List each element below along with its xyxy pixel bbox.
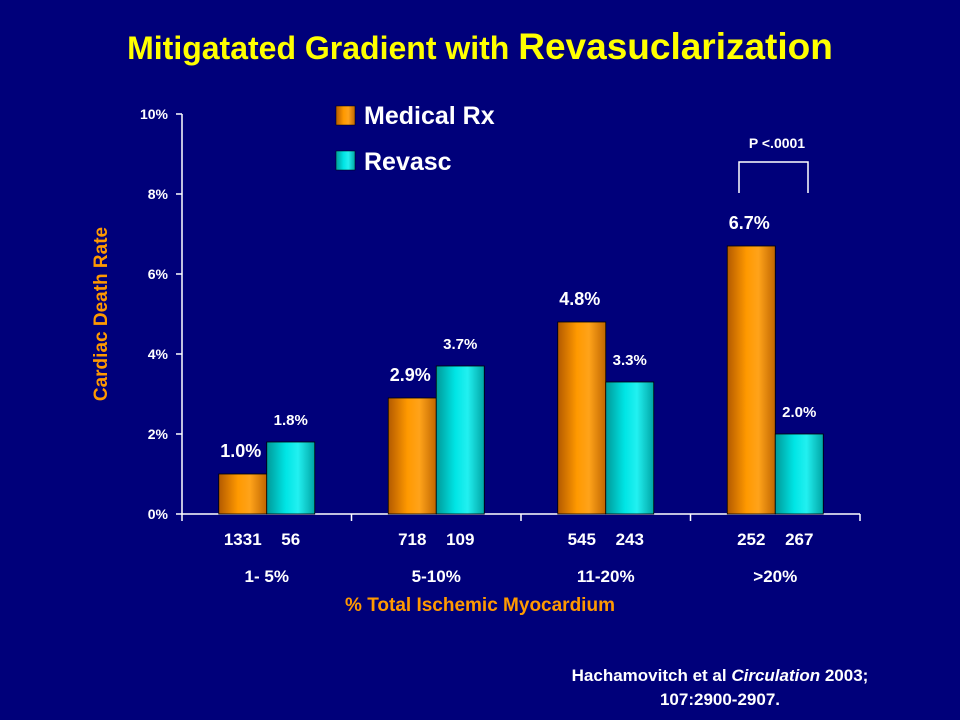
y-tick-label: 6% — [148, 266, 169, 282]
legend-swatch-medical-rx — [335, 105, 356, 126]
patient-count-revasc: 267 — [785, 530, 813, 549]
patient-count-medical-rx: 545 — [568, 530, 596, 549]
p-value-bracket — [738, 161, 809, 193]
title-part-1: Mitigatated Gradient with — [127, 30, 519, 66]
title-part-2: Revasuclarization — [518, 26, 833, 67]
x-axis-label: % Total Ischemic Myocardium — [345, 595, 615, 616]
bar-medical-rx — [387, 397, 437, 515]
bar-revasc — [774, 433, 824, 515]
bar-revasc — [266, 441, 316, 515]
y-tick-label: 4% — [148, 346, 169, 362]
patient-count-medical-rx: 252 — [737, 530, 765, 549]
patient-count-medical-rx: 1331 — [224, 530, 262, 549]
x-category-label: 5-10% — [412, 567, 461, 586]
p-value-text: P <.0001 — [749, 135, 805, 151]
patient-count-medical-rx: 718 — [398, 530, 426, 549]
y-tick-label: 0% — [148, 506, 169, 522]
citation-line-1: Hachamovitch et al Circulation 2003; — [500, 664, 940, 688]
data-label-medical-rx: 2.9% — [390, 365, 431, 385]
citation-journal: Circulation — [731, 666, 821, 685]
axes: 0% 2% 4% 6% 8% 10% — [140, 106, 861, 522]
data-label-medical-rx: 6.7% — [729, 213, 770, 233]
y-tick-label: 2% — [148, 426, 169, 442]
bars — [218, 245, 824, 515]
x-category-label: >20% — [753, 567, 797, 586]
bar-medical-rx — [218, 473, 268, 515]
legend: Medical Rx Revasc — [335, 102, 495, 176]
data-label-revasc: 3.7% — [443, 336, 477, 353]
citation-authors: Hachamovitch et al — [571, 666, 732, 685]
bar-medical-rx — [726, 245, 776, 515]
data-label-revasc: 1.8% — [274, 412, 308, 429]
data-label-revasc: 3.3% — [613, 352, 647, 369]
patient-count-revasc: 109 — [446, 530, 474, 549]
bar-revasc — [605, 381, 655, 515]
data-label-medical-rx: 1.0% — [220, 441, 261, 461]
slide-title: Mitigatated Gradient with Revasuclarizat… — [0, 26, 960, 68]
bar-revasc — [435, 365, 485, 515]
legend-swatch-revasc — [335, 150, 356, 171]
data-label-revasc: 2.0% — [782, 404, 816, 421]
x-category-label: 1- 5% — [245, 567, 289, 586]
legend-label-medical-rx: Medical Rx — [364, 102, 495, 130]
patient-count-revasc: 243 — [616, 530, 644, 549]
p-value-annotation: P <.0001 — [738, 135, 809, 193]
citation-year: 2003; — [820, 666, 869, 685]
y-axis-label: Cardiac Death Rate — [91, 227, 112, 401]
y-tick-label: 10% — [140, 106, 169, 122]
bar-medical-rx — [557, 321, 607, 515]
patient-count-revasc: 56 — [281, 530, 300, 549]
y-tick-label: 8% — [148, 186, 169, 202]
x-category-label: 11-20% — [577, 567, 635, 586]
data-labels: 1.0% 1.8% 1331 56 1- 5% 2.9% 3.7% 718 109 5-10% 4.… — [220, 213, 816, 586]
citation: Hachamovitch et al Circulation 2003; 107… — [500, 664, 940, 712]
legend-label-revasc: Revasc — [364, 148, 452, 176]
data-label-medical-rx: 4.8% — [559, 289, 600, 309]
citation-line-2: 107:2900-2907. — [659, 690, 781, 709]
